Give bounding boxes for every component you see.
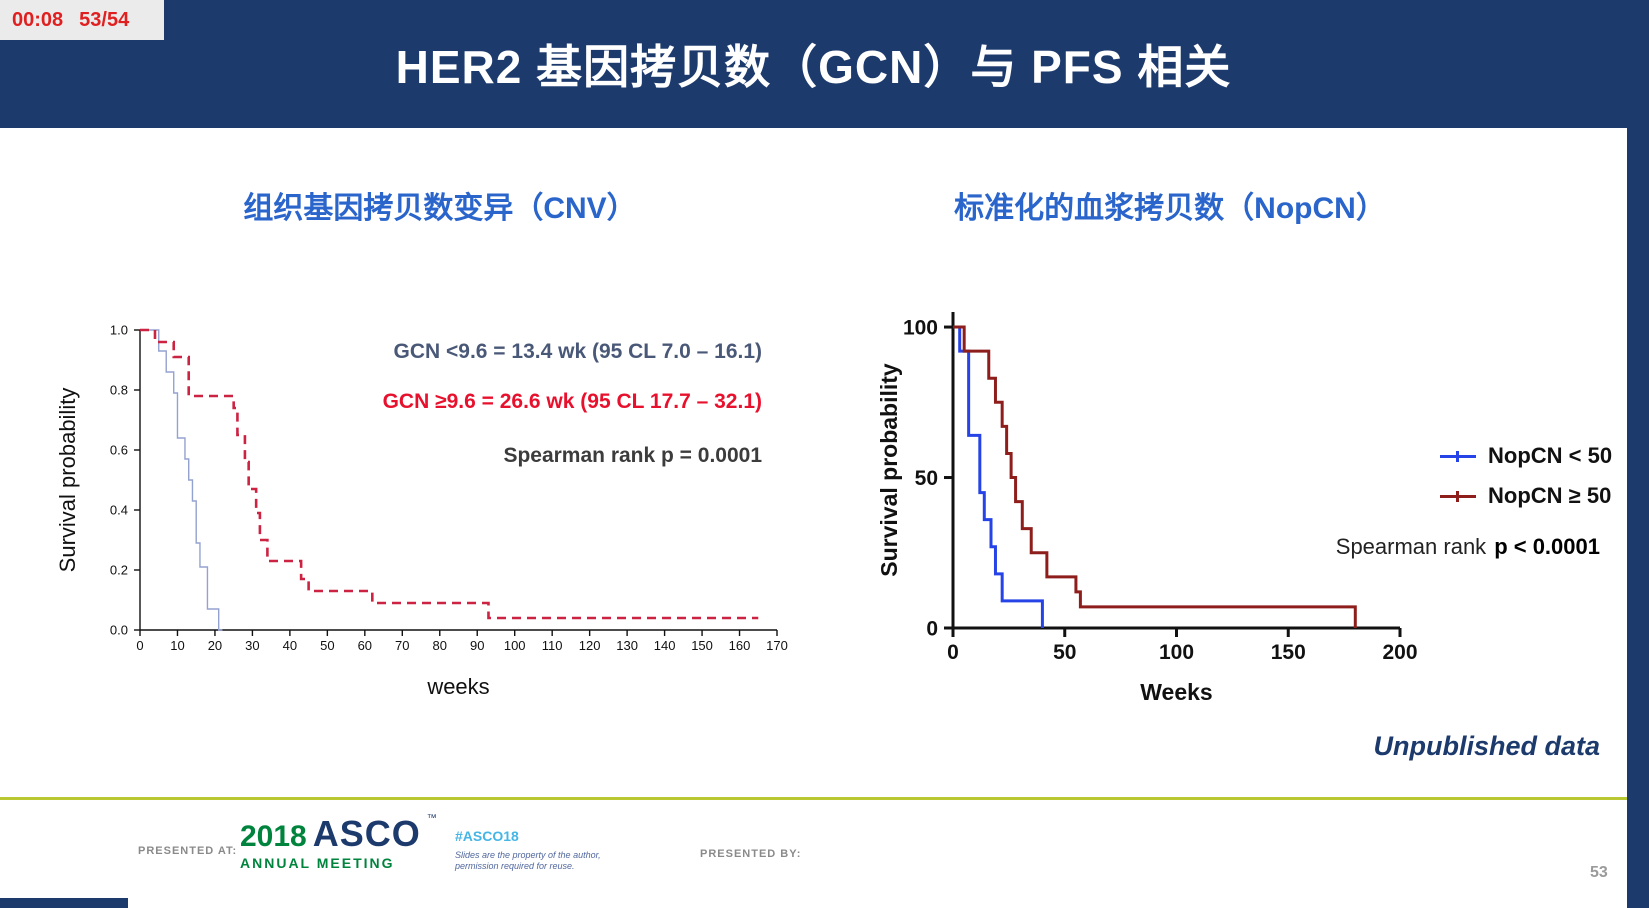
spearman-value: p < 0.0001 — [1494, 534, 1600, 559]
svg-text:150: 150 — [691, 638, 713, 653]
asco-logo-name: ASCO — [312, 813, 421, 854]
slide-header: HER2 基因拷贝数（GCN）与 PFS 相关 — [0, 0, 1627, 128]
asco-logo-subtitle: ANNUAL MEETING — [240, 855, 395, 871]
svg-text:130: 130 — [616, 638, 638, 653]
svg-text:30: 30 — [245, 638, 259, 653]
svg-text:Survival probability: Survival probability — [876, 363, 902, 577]
svg-text:160: 160 — [729, 638, 751, 653]
player-status-bar: 00:08 53/54 — [0, 0, 164, 40]
spearman-stat-left: Spearman rank p = 0.0001 — [503, 444, 762, 467]
svg-text:100: 100 — [1159, 641, 1194, 664]
svg-text:40: 40 — [283, 638, 297, 653]
svg-text:0.4: 0.4 — [110, 503, 128, 518]
svg-text:110: 110 — [542, 638, 563, 653]
svg-text:170: 170 — [766, 638, 788, 653]
disclaimer-line-1: Slides are the property of the author, — [455, 850, 601, 860]
svg-text:100: 100 — [504, 638, 526, 653]
svg-text:80: 80 — [433, 638, 447, 653]
presented-at-label: PRESENTED AT: — [138, 845, 238, 857]
svg-text:Survival probability: Survival probability — [55, 388, 80, 573]
footer-divider — [0, 797, 1627, 800]
svg-text:0.2: 0.2 — [110, 563, 128, 578]
slide-title: HER2 基因拷贝数（GCN）与 PFS 相关 — [395, 41, 1232, 93]
svg-text:0.0: 0.0 — [110, 623, 128, 638]
svg-text:70: 70 — [395, 638, 409, 653]
svg-text:Weeks: Weeks — [1140, 679, 1212, 705]
asco-logo-year: 2018 — [240, 820, 307, 853]
svg-text:0: 0 — [926, 617, 938, 640]
svg-text:90: 90 — [470, 638, 484, 653]
svg-text:1.0: 1.0 — [110, 323, 128, 338]
svg-text:120: 120 — [579, 638, 601, 653]
svg-text:200: 200 — [1382, 641, 1417, 664]
svg-text:0.8: 0.8 — [110, 383, 128, 398]
svg-text:60: 60 — [358, 638, 372, 653]
legend-item-nopcn-low: NopCN < 50 — [1440, 436, 1612, 476]
svg-text:140: 140 — [654, 638, 676, 653]
legend-item-nopcn-high: NopCN ≥ 50 — [1440, 476, 1612, 516]
svg-text:100: 100 — [903, 316, 938, 339]
legend-label: NopCN ≥ 50 — [1488, 483, 1612, 508]
player-slide-counter: 53/54 — [79, 8, 130, 31]
nopcn-survival-chart: 0 50 100 150 200 0 50 100 Weeks Survival probabil… — [876, 312, 1418, 705]
slide-disclaimer: Slides are the property of the author, p… — [455, 850, 601, 872]
asco-logo-trademark: ™ — [426, 813, 437, 824]
nopcn-section-title: 标准化的血浆拷贝数（NopCN） — [954, 192, 1386, 225]
svg-text:0.6: 0.6 — [110, 443, 128, 458]
svg-text:50: 50 — [915, 467, 938, 490]
nopcn-legend: NopCN < 50 NopCN ≥ 50 — [1440, 436, 1612, 516]
legend-label: NopCN < 50 — [1488, 443, 1613, 468]
right-edge-bar — [1627, 0, 1649, 908]
unpublished-data-note: Unpublished data — [1373, 731, 1600, 761]
bottom-edge-bar — [0, 898, 128, 908]
svg-text:50: 50 — [320, 638, 334, 653]
svg-text:20: 20 — [208, 638, 222, 653]
svg-text:150: 150 — [1271, 641, 1306, 664]
svg-text:10: 10 — [170, 638, 184, 653]
svg-text:0: 0 — [947, 641, 959, 664]
page-number: 53 — [1590, 864, 1608, 881]
spearman-stat-right: Spearman rank p < 0.0001 — [1200, 534, 1600, 560]
spearman-label: Spearman rank — [1335, 534, 1487, 559]
cnv-survival-chart: 0 10 20 30 40 50 60 70 80 90 100 110 120 130 140 150 160… — [55, 323, 788, 699]
svg-text:weeks: weeks — [426, 674, 489, 699]
hashtag-label: #ASCO18 — [455, 828, 519, 844]
asco-logo: 2018 ASCO ™ ANNUAL MEETING — [240, 813, 437, 871]
svg-text:0: 0 — [136, 638, 143, 653]
disclaimer-line-2: permission required for reuse. — [455, 861, 575, 871]
asco-logo-top: 2018 ASCO ™ — [240, 813, 437, 855]
cnv-annotations: GCN <9.6 = 13.4 wk (95 CL 7.0 – 16.1) GC… — [330, 340, 762, 468]
presented-by-label: PRESENTED BY: — [700, 848, 802, 860]
cnv-section-title: 组织基因拷贝数变异（CNV） — [243, 192, 637, 225]
legend-line-darkred-icon — [1440, 490, 1476, 502]
gcn-high-median-stat: GCN ≥9.6 = 26.6 wk (95 CL 17.7 – 32.1) — [382, 390, 762, 413]
svg-text:50: 50 — [1053, 641, 1076, 664]
player-timer: 00:08 — [12, 8, 64, 31]
gcn-low-median-stat: GCN <9.6 = 13.4 wk (95 CL 7.0 – 16.1) — [393, 340, 762, 363]
legend-line-blue-icon — [1440, 450, 1476, 462]
